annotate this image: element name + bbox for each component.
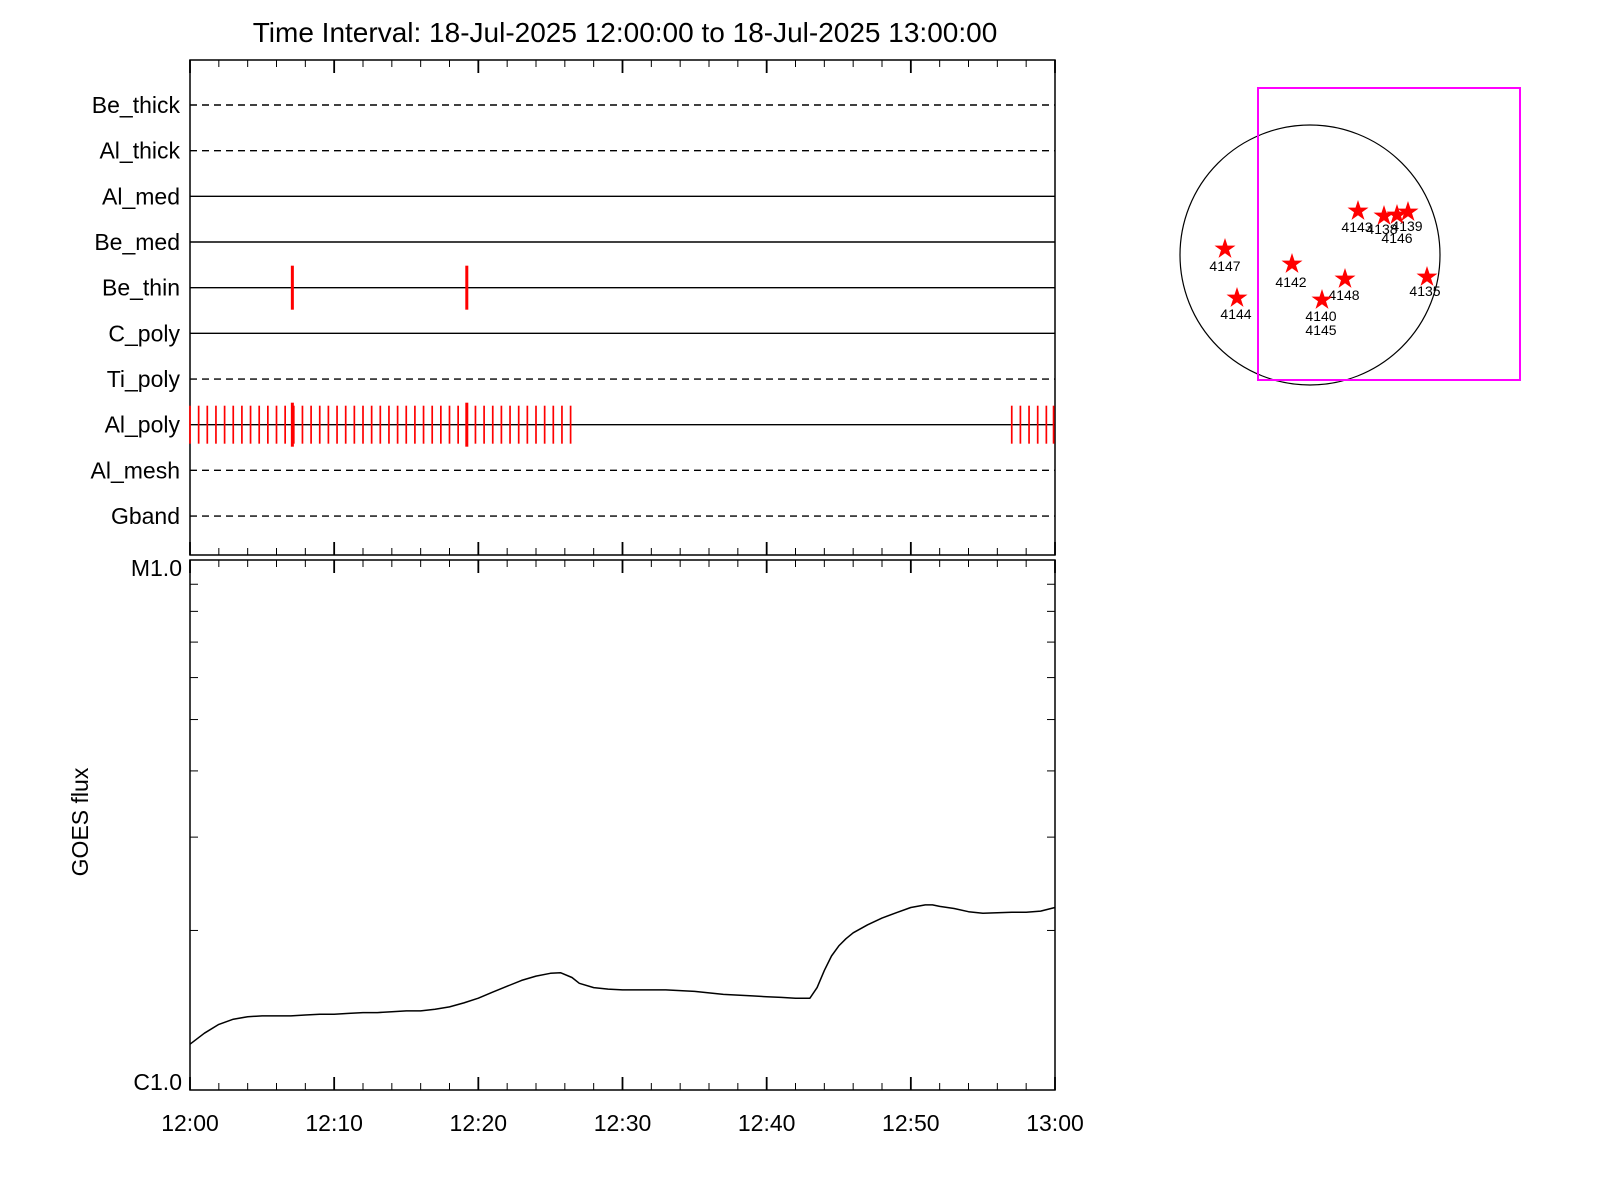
active-region-star-4140 — [1311, 289, 1333, 309]
goes-x-tick-label: 12:00 — [161, 1110, 219, 1136]
fov-box — [1257, 87, 1521, 381]
goes-y-bottom-tick-label: C1.0 — [133, 1069, 182, 1095]
channel-label-Al_thick: Al_thick — [99, 138, 180, 164]
channel-label-C_poly: C_poly — [108, 320, 180, 346]
goes-x-tick-label: 12:10 — [305, 1110, 363, 1136]
active-region-star-4143 — [1347, 200, 1369, 220]
active-region-star-4142 — [1281, 253, 1303, 273]
active-region-star-4148 — [1334, 268, 1356, 288]
active-region-star-4139 — [1397, 201, 1419, 221]
active-region-label-4140: 4140 — [1305, 308, 1336, 324]
goes-y-axis-label: GOES flux — [67, 767, 93, 876]
active-region-label-4146: 4146 — [1381, 230, 1412, 246]
active-region-label-4142: 4142 — [1275, 274, 1306, 290]
active-region-label-4145: 4145 — [1305, 322, 1336, 338]
goes-y-top-tick-label: M1.0 — [131, 555, 182, 581]
goes-x-tick-label: 13:00 — [1026, 1110, 1084, 1136]
active-region-label-4139: 4139 — [1391, 218, 1422, 234]
active-region-label-4138: 4138 — [1366, 221, 1397, 237]
active-region-star-4146 — [1386, 204, 1408, 224]
channel-label-Be_med: Be_med — [94, 229, 180, 255]
active-region-star-4135 — [1416, 266, 1438, 286]
channel-label-Gband: Gband — [111, 503, 180, 529]
channel-label-Ti_poly: Ti_poly — [107, 366, 181, 392]
solar-disk-limb — [1179, 124, 1441, 386]
channel-label-Al_mesh: Al_mesh — [91, 457, 180, 483]
active-region-star-4144 — [1226, 287, 1248, 307]
goes-x-tick-label: 12:50 — [882, 1110, 940, 1136]
active-region-label-4143: 4143 — [1341, 219, 1372, 235]
active-region-star-4147 — [1214, 238, 1236, 258]
active-region-label-4144: 4144 — [1220, 306, 1251, 322]
channel-label-Be_thick: Be_thick — [92, 92, 181, 118]
goes-x-tick-label: 12:20 — [450, 1110, 508, 1136]
rendered-plot-layer: Be_thick Al_thick Al_med Be_med Be_thin C_pol… — [91, 59, 1521, 1136]
goes-x-tick-label: 12:30 — [594, 1110, 652, 1136]
active-region-label-4135: 4135 — [1409, 283, 1440, 299]
channel-label-Al_poly: Al_poly — [105, 412, 181, 438]
goes-x-tick-label: 12:40 — [738, 1110, 796, 1136]
channel-label-Al_med: Al_med — [102, 183, 180, 209]
timeline-frame — [189, 59, 1056, 556]
channel-label-Be_thin: Be_thin — [102, 275, 180, 301]
active-region-star-4138 — [1373, 205, 1395, 225]
goes-frame — [189, 559, 1056, 1091]
active-region-label-4148: 4148 — [1328, 287, 1359, 303]
active-region-label-4147: 4147 — [1209, 258, 1240, 274]
goes-flux-curve — [189, 904, 1056, 1045]
chart-title: Time Interval: 18-Jul-2025 12:00:00 to 1… — [253, 17, 998, 48]
